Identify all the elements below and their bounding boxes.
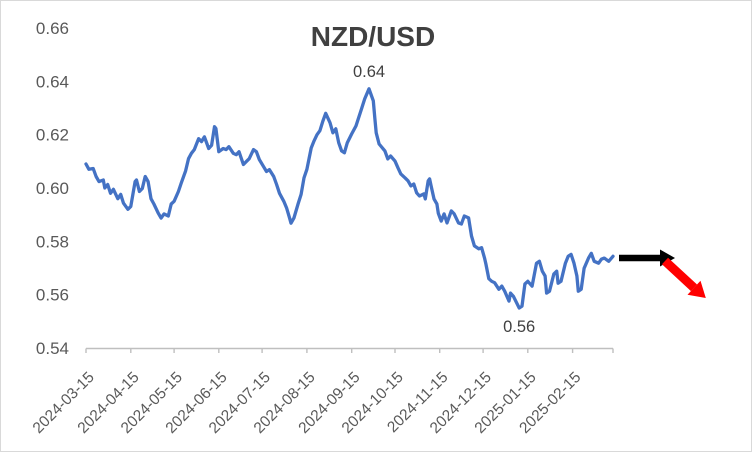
y-axis-label: 0.54: [36, 339, 69, 358]
y-axis-label: 0.60: [36, 179, 69, 198]
flat-trend-arrow: [619, 249, 675, 267]
down-trend-arrow: [661, 257, 706, 298]
y-axis-label: 0.62: [36, 126, 69, 145]
y-axis-label: 0.66: [36, 19, 69, 38]
peak-value-annotation: 0.64: [353, 63, 385, 81]
down-trend-arrowhead: [687, 280, 706, 298]
x-axis: 2024-03-152024-04-152024-05-152024-06-15…: [30, 347, 614, 437]
x-axis-labels: 2024-03-152024-04-152024-05-152024-06-15…: [30, 369, 585, 437]
chart-title: NZD/USD: [311, 21, 435, 52]
y-axis-labels: 0.54 0.56 0.58 0.60 0.62 0.64 0.66: [36, 19, 69, 358]
trough-value-annotation: 0.56: [503, 318, 535, 336]
y-axis-label: 0.64: [36, 72, 69, 91]
y-axis-label: 0.58: [36, 232, 69, 251]
x-axis-ticks: [85, 348, 614, 353]
price-line-series: [84, 87, 615, 310]
down-trend-arrow-shaft: [661, 257, 698, 292]
y-axis-label: 0.56: [36, 286, 69, 305]
flat-trend-arrowhead: [660, 249, 675, 267]
